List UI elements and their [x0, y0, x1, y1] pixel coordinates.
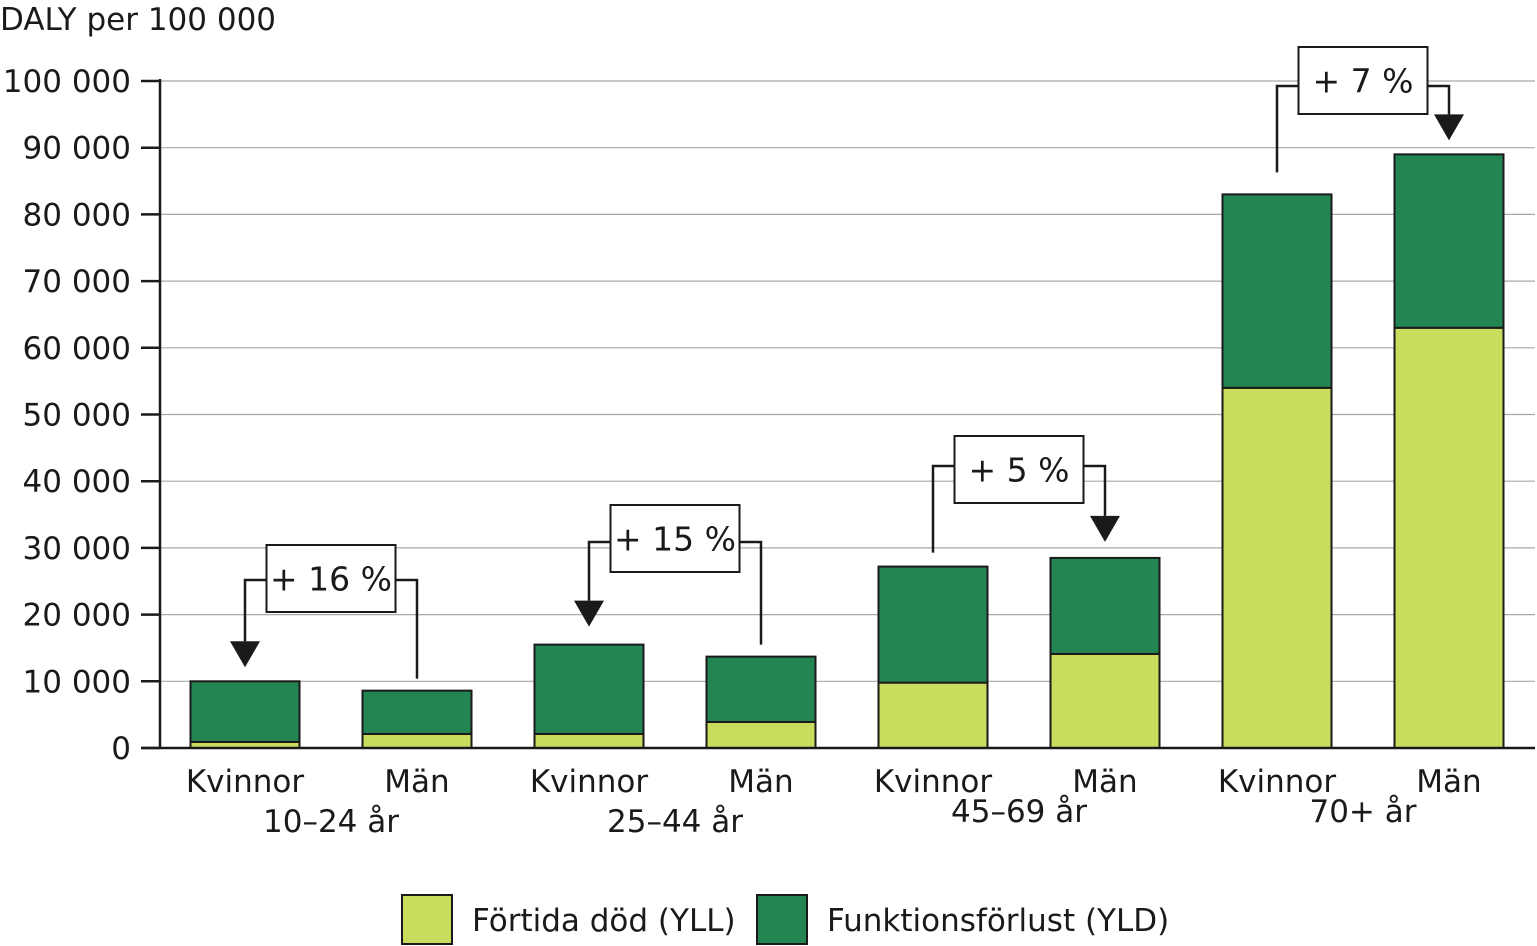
- y-tick-label: 80 000: [23, 197, 131, 233]
- annotation-label: + 15 %: [614, 520, 736, 559]
- annotation-arrowhead: [1090, 515, 1120, 542]
- bar-segment: [1221, 193, 1333, 389]
- y-tick-label: 0: [111, 731, 131, 767]
- bar-segment: [189, 680, 301, 743]
- y-tick-label: 50 000: [23, 398, 131, 434]
- y-tick-label: 60 000: [23, 331, 131, 367]
- group-label: 25–44 år: [607, 804, 743, 840]
- annotation-box: [609, 504, 741, 573]
- y-tick-label: 10 000: [23, 664, 131, 700]
- bar-segment: [1393, 153, 1505, 329]
- x-tick-label: Kvinnor: [874, 764, 993, 800]
- annotation-box: [953, 435, 1085, 504]
- annotation-label: + 16 %: [270, 560, 392, 599]
- bar-segment: [533, 732, 645, 749]
- annotation-label: + 7 %: [1313, 62, 1414, 101]
- bar-segment: [361, 732, 473, 749]
- x-tick-label: Kvinnor: [1218, 764, 1337, 800]
- annotation-arrowhead: [574, 600, 604, 627]
- bar-segment: [877, 565, 989, 684]
- annotation-label: + 5 %: [969, 451, 1070, 490]
- x-tick-label: Män: [728, 764, 793, 800]
- group-label: 10–24 år: [263, 804, 399, 840]
- bars: [189, 153, 1505, 750]
- annotation-arrowhead: [1434, 114, 1464, 141]
- legend-label: Förtida död (YLL): [472, 903, 736, 939]
- annotation-arrowhead: [230, 641, 260, 668]
- group-label: 45–69 år: [951, 794, 1087, 830]
- annotation-box: [1297, 46, 1429, 115]
- y-ticks: 0 10 000 20 000 30 000 40 000 50 000 60 000 70 …: [3, 64, 160, 767]
- y-tick-label: 20 000: [23, 598, 131, 634]
- bar-segment: [1049, 556, 1161, 655]
- x-tick-label: Män: [1416, 764, 1481, 800]
- bar-segment: [1221, 386, 1333, 749]
- x-tick-label: Män: [1072, 764, 1137, 800]
- legend-swatch: [401, 894, 453, 945]
- bar-segment: [705, 655, 817, 723]
- x-tick-label: Kvinnor: [530, 764, 649, 800]
- legend-swatch: [756, 894, 808, 945]
- annotation-box: [265, 544, 397, 613]
- bar-segment: [1049, 652, 1161, 749]
- y-axis-label: DALY per 100 000: [0, 2, 276, 38]
- x-tick-label: Män: [384, 764, 449, 800]
- bar-segment: [533, 643, 645, 735]
- y-tick-label: 90 000: [23, 131, 131, 167]
- y-tick-label: 70 000: [23, 264, 131, 300]
- bar-segment: [361, 689, 473, 735]
- bar-segment: [1393, 326, 1505, 749]
- bar-segment: [877, 681, 989, 749]
- y-tick-label: 40 000: [23, 464, 131, 500]
- y-tick-label: 100 000: [3, 64, 131, 100]
- x-labels: Kvinnor Män Kvinnor Män Kvinnor Män Kvinnor Män…: [186, 764, 1482, 840]
- bar-segment: [705, 720, 817, 749]
- legend: Förtida död (YLL) Funktionsförlust (YLD): [401, 894, 1169, 945]
- y-tick-label: 30 000: [23, 531, 131, 567]
- group-label: 70+ år: [1309, 794, 1416, 830]
- legend-label: Funktionsförlust (YLD): [827, 903, 1169, 939]
- annotations: + 16 % + 15 % + 5 % + 7 %: [230, 46, 1464, 679]
- x-tick-label: Kvinnor: [186, 764, 305, 800]
